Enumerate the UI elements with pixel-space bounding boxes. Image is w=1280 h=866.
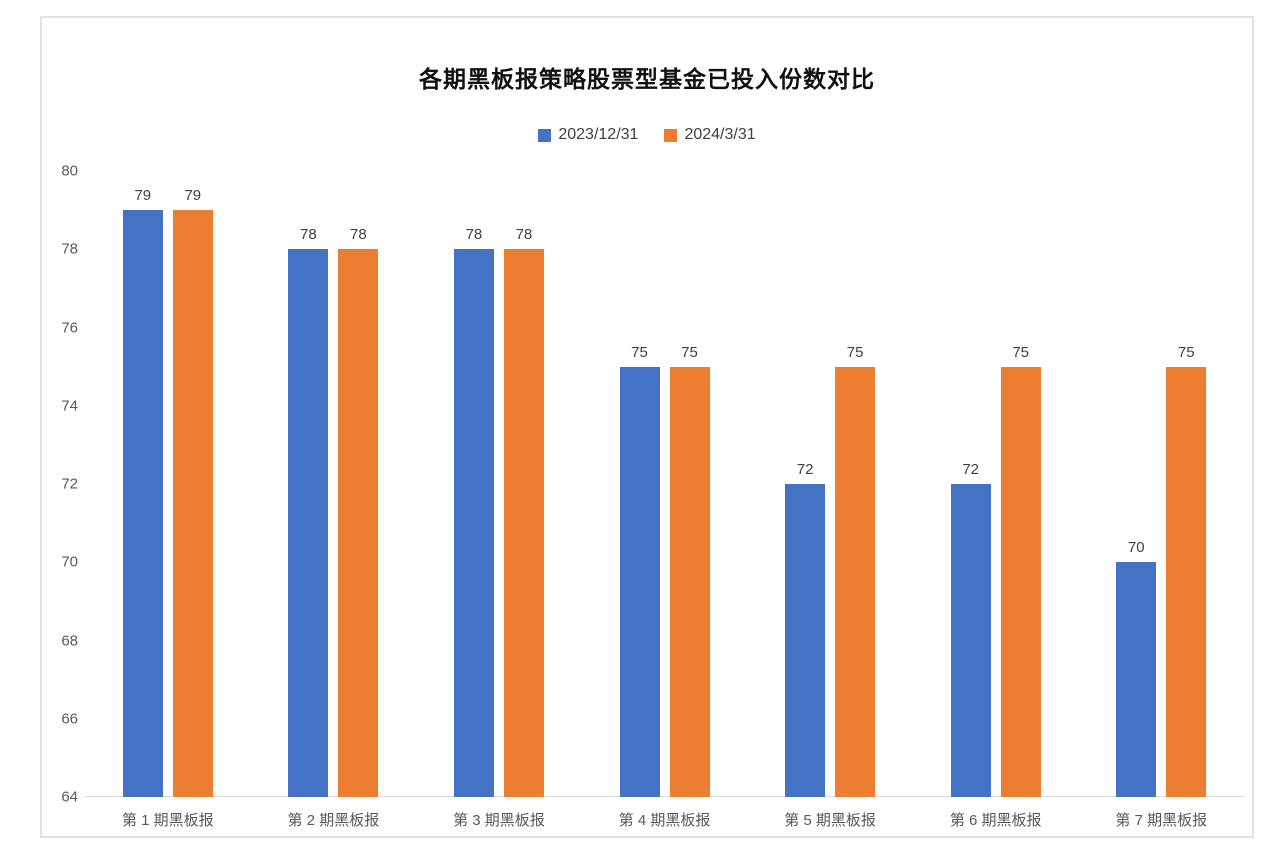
x-axis-category-label: 第 5 期黑板报	[784, 812, 876, 829]
bar-group: 78 78 第 3 期黑板报	[416, 171, 582, 829]
y-axis-tick-label: 64	[61, 788, 78, 806]
y-axis-tick-label: 74	[61, 397, 78, 415]
bar-series-1: 78	[288, 226, 329, 797]
legend-item: 2023/12/31	[538, 126, 638, 144]
bar-group: 75 75 第 4 期黑板报	[582, 171, 748, 829]
bar-value-label: 79	[184, 187, 202, 205]
bar-series-1: 70	[1116, 539, 1157, 797]
y-axis-tick-label: 72	[61, 475, 78, 493]
x-axis-category-label: 第 4 期黑板报	[618, 812, 711, 829]
bar-series-1: 75	[619, 344, 660, 797]
bar-series-1: 79	[122, 187, 163, 797]
x-axis-category-label: 第 3 期黑板报	[453, 812, 545, 829]
y-axis-tick-label: 66	[61, 710, 78, 728]
bar-value-label: 72	[796, 461, 814, 478]
chart-legend: 2023/12/31 2024/3/31	[42, 126, 1252, 144]
bar-series-2: 78	[338, 226, 379, 797]
x-axis-category-label: 第 2 期黑板报	[287, 812, 380, 829]
bar-value-label: 70	[1127, 539, 1145, 557]
legend-swatch	[664, 128, 678, 142]
bar-value-label: 78	[350, 226, 367, 244]
bar-series-1: 72	[950, 461, 991, 797]
bar-value-label: 79	[134, 187, 152, 205]
bar-value-label: 75	[631, 343, 648, 361]
x-axis-category-label: 第 1 期黑板报	[121, 812, 214, 829]
x-axis-category-label: 第 7 期黑板报	[1115, 812, 1208, 829]
x-axis-category-label: 第 6 期黑板报	[949, 812, 1042, 829]
bar-value-label: 75	[1177, 343, 1195, 361]
bar-series-1: 78	[453, 226, 494, 797]
legend-label: 2023/12/31	[558, 126, 639, 143]
y-axis-tick-label: 68	[61, 632, 78, 649]
bar-value-label: 72	[962, 461, 980, 478]
chart-title: 各期黑板报策略股票型基金已投入份数对比	[419, 66, 875, 92]
y-axis-tick-label: 76	[61, 319, 78, 336]
bar-group: 72 75 第 5 期黑板报	[747, 171, 913, 829]
bar-group: 78 78 第 2 期黑板报	[251, 171, 417, 829]
bar-value-label: 78	[465, 226, 483, 244]
bar-value-label: 78	[300, 226, 317, 244]
y-axis-tick-label: 80	[61, 162, 78, 180]
bar-group: 79 79 第 1 期黑板报	[85, 171, 251, 829]
bar-value-label: 78	[515, 226, 533, 244]
x-axis-line	[85, 796, 1244, 797]
bar-series-2: 75	[1166, 344, 1207, 797]
bar-series-2: 79	[172, 187, 213, 797]
legend-label: 2024/3/31	[684, 126, 756, 143]
plot-area: 79 79 第 1 期黑板报 78 78 第 2 期黑板报 78 78 第 3 期黑板报 75 75…	[85, 171, 1244, 829]
bar-value-label: 75	[681, 343, 698, 361]
bar-series-2: 75	[669, 344, 710, 797]
bar-series-2: 78	[503, 226, 544, 797]
bar-series-1: 72	[785, 461, 826, 797]
legend-item: 2024/3/31	[664, 126, 756, 144]
legend-swatch	[538, 128, 552, 142]
bar-value-label: 75	[1012, 343, 1030, 361]
bar-group: 70 75 第 7 期黑板报	[1078, 171, 1244, 829]
bar-series-2: 75	[1000, 344, 1041, 797]
y-axis-tick-label: 70	[61, 553, 78, 571]
y-axis-tick-label: 78	[61, 240, 78, 258]
bar-series-2: 75	[835, 344, 876, 797]
bar-group: 72 75 第 6 期黑板报	[913, 171, 1079, 829]
bar-groups: 79 79 第 1 期黑板报 78 78 第 2 期黑板报 78 78 第 3 期黑板报 75 75…	[85, 171, 1244, 829]
y-axis: 64 66 68 70 72 74 76 78 80	[42, 163, 78, 806]
chart-card: 各期黑板报策略股票型基金已投入份数对比 2023/12/31 2024/3/31 …	[40, 16, 1254, 838]
bar-value-label: 75	[846, 343, 864, 361]
